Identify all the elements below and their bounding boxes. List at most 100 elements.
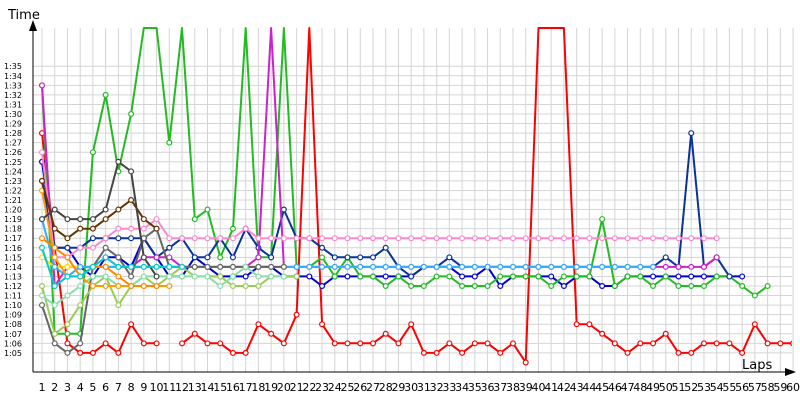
data-point xyxy=(675,235,682,242)
data-point xyxy=(510,263,517,270)
data-point xyxy=(38,149,45,156)
data-point xyxy=(471,273,478,280)
data-point xyxy=(497,349,504,356)
y-tick-label: 1:10 xyxy=(4,301,22,310)
data-point xyxy=(764,340,771,347)
data-point xyxy=(306,235,313,242)
data-point xyxy=(739,273,746,280)
x-tick-label: 9 xyxy=(140,381,147,394)
data-point xyxy=(64,349,71,356)
x-tick-label: 42 xyxy=(557,381,571,394)
data-point xyxy=(229,273,236,280)
series-15 xyxy=(38,244,186,290)
data-point xyxy=(115,263,122,270)
data-point xyxy=(153,225,160,232)
data-point xyxy=(586,273,593,280)
data-point xyxy=(662,254,669,261)
x-tick-label: 53 xyxy=(697,381,711,394)
data-point xyxy=(77,302,84,309)
data-point xyxy=(102,206,109,213)
data-point xyxy=(77,273,84,280)
x-tick-label: 13 xyxy=(188,381,202,394)
data-point xyxy=(115,158,122,165)
data-point xyxy=(420,349,427,356)
data-point xyxy=(38,283,45,290)
data-point xyxy=(64,273,71,280)
y-tick-label: 1:12 xyxy=(4,282,22,291)
data-point xyxy=(115,254,122,261)
data-point xyxy=(229,225,236,232)
y-tick-label: 1:33 xyxy=(4,81,22,90)
y-tick-label: 1:13 xyxy=(4,272,22,281)
data-point xyxy=(319,235,326,242)
data-point xyxy=(77,216,84,223)
data-point xyxy=(548,235,555,242)
data-point xyxy=(102,91,109,98)
data-point xyxy=(382,273,389,280)
data-point xyxy=(382,283,389,290)
data-point xyxy=(764,283,771,290)
data-point xyxy=(713,273,720,280)
y-tick-label: 1:06 xyxy=(4,339,22,348)
data-point xyxy=(64,321,71,328)
data-point xyxy=(548,263,555,270)
data-point xyxy=(166,273,173,280)
data-point xyxy=(102,340,109,347)
data-point xyxy=(662,263,669,270)
y-axis-title: Time xyxy=(7,8,40,23)
data-point xyxy=(102,254,109,261)
data-point xyxy=(611,283,618,290)
x-tick-label: 6 xyxy=(102,381,109,394)
data-point xyxy=(408,263,415,270)
data-point xyxy=(51,225,58,232)
y-tick-label: 1:09 xyxy=(4,311,22,320)
data-point xyxy=(140,273,147,280)
data-point xyxy=(38,235,45,242)
data-point xyxy=(280,206,287,213)
data-point xyxy=(128,168,135,175)
data-point xyxy=(459,349,466,356)
data-point xyxy=(560,263,567,270)
data-point xyxy=(115,349,122,356)
data-point xyxy=(128,273,135,280)
data-point xyxy=(331,254,338,261)
x-tick-label: 56 xyxy=(735,381,749,394)
x-tick-label: 4 xyxy=(77,381,84,394)
data-point xyxy=(140,254,147,261)
data-point xyxy=(255,273,262,280)
data-point xyxy=(268,263,275,270)
data-point xyxy=(179,273,186,280)
data-point xyxy=(471,340,478,347)
data-point xyxy=(115,302,122,309)
data-point xyxy=(217,340,224,347)
data-point xyxy=(420,235,427,242)
x-tick-label: 5 xyxy=(89,381,96,394)
data-point xyxy=(255,254,262,261)
data-point xyxy=(229,235,236,242)
data-point xyxy=(204,254,211,261)
data-point xyxy=(217,283,224,290)
y-tick-label: 1:22 xyxy=(4,186,22,195)
x-tick-label: 49 xyxy=(646,381,660,394)
data-point xyxy=(319,254,326,261)
data-point xyxy=(573,273,580,280)
data-point xyxy=(102,244,109,251)
data-point xyxy=(191,235,198,242)
series-0 xyxy=(38,27,792,366)
data-point xyxy=(395,340,402,347)
x-tick-label: 57 xyxy=(748,381,762,394)
data-point xyxy=(700,283,707,290)
x-tick-label: 14 xyxy=(200,381,214,394)
data-point xyxy=(420,263,427,270)
data-point xyxy=(471,263,478,270)
data-point xyxy=(624,235,631,242)
data-point xyxy=(51,254,58,261)
data-point xyxy=(484,235,491,242)
data-point xyxy=(357,340,364,347)
x-tick-label: 37 xyxy=(493,381,507,394)
data-point xyxy=(637,235,644,242)
data-point xyxy=(522,359,529,366)
data-point xyxy=(382,263,389,270)
y-tick-label: 1:24 xyxy=(4,167,22,176)
data-point xyxy=(204,273,211,280)
